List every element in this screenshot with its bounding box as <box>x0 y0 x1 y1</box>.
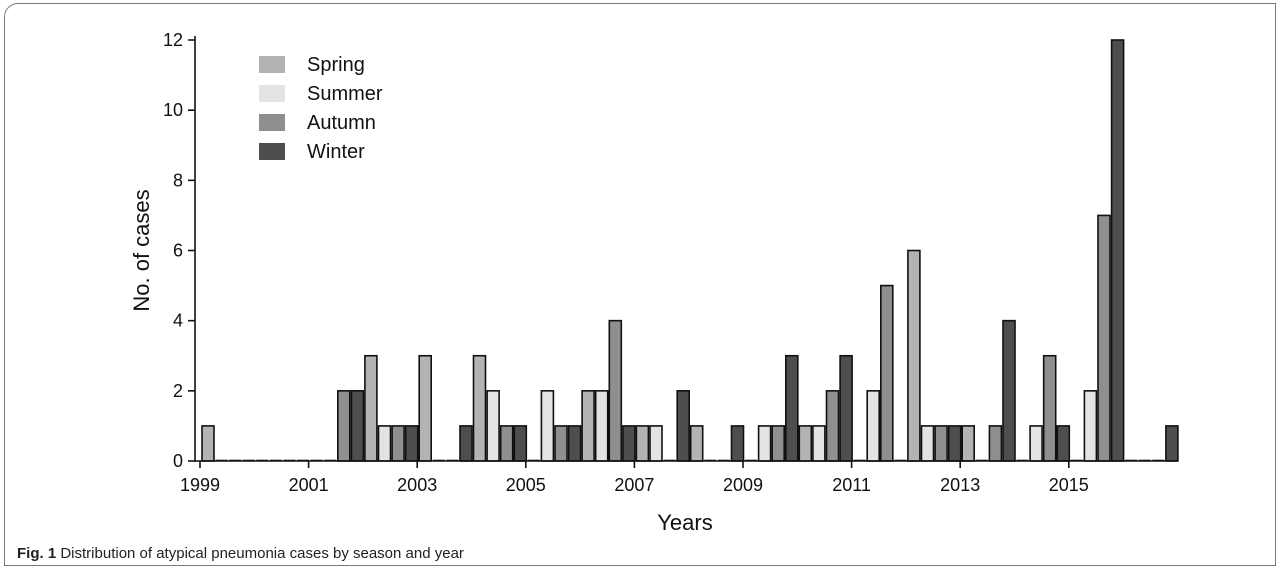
bar-autumn-2009 <box>771 425 786 462</box>
y-tick-label-6: 6 <box>173 241 183 261</box>
bar-spring-2012 <box>907 249 921 462</box>
bar-summer-2014 <box>1029 425 1043 462</box>
bar-spring-2007 <box>635 425 650 462</box>
bar-autumn-2015 <box>1097 214 1111 462</box>
x-axis-title: Years <box>657 510 712 535</box>
bar-winter-2002 <box>404 425 419 462</box>
bar-winter-2013 <box>1002 319 1016 462</box>
x-tick-label-2007: 2007 <box>614 475 654 495</box>
legend-swatch-autumn <box>259 114 285 131</box>
bar-autumn-2012 <box>934 425 948 462</box>
bar-summer-2011 <box>866 390 881 462</box>
x-tick-label-1999: 1999 <box>180 475 220 495</box>
figure-caption: Fig. 1 Distribution of atypical pneumoni… <box>17 545 464 562</box>
x-tick-label-2003: 2003 <box>397 475 437 495</box>
bar-winter-2010 <box>839 354 853 462</box>
bar-winter-2007 <box>676 390 691 462</box>
bar-summer-2007 <box>649 425 663 462</box>
x-tick-label-2013: 2013 <box>940 475 980 495</box>
y-tick-label-0: 0 <box>173 451 183 471</box>
bar-spring-2008 <box>689 425 704 462</box>
bar-chart: 0 2 4 6 8 10 12 1999 2001 2003 2005 2007 2009 2011 201… <box>129 30 1179 535</box>
caption-text: Distribution of atypical pneumonia cases… <box>60 545 464 562</box>
bar-summer-2005 <box>540 390 555 462</box>
bar-winter-2004 <box>513 425 528 462</box>
bar-autumn-2002 <box>391 425 405 462</box>
bar-autumn-2013 <box>988 425 1003 462</box>
legend-label-spring: Spring <box>307 54 365 76</box>
bar-summer-2010 <box>812 425 826 462</box>
bar-winter-2015 <box>1110 39 1125 462</box>
y-axis-title: No. of cases <box>129 189 154 311</box>
bar-spring-2002 <box>364 354 378 462</box>
x-tick-label-2015: 2015 <box>1049 475 1089 495</box>
bar-autumn-2010 <box>825 390 840 462</box>
bar-spring-2006 <box>581 390 595 462</box>
legend-label-winter: Winter <box>307 141 365 163</box>
y-tick-label-12: 12 <box>163 30 183 50</box>
bar-winter-2008 <box>730 425 745 462</box>
bar-autumn-2001 <box>336 390 351 462</box>
x-tick-label-2005: 2005 <box>506 475 546 495</box>
bar-spring-2010 <box>798 425 813 462</box>
bar-winter-2005 <box>567 425 582 462</box>
bar-winter-2016 <box>1165 425 1179 462</box>
legend-swatch-winter <box>259 143 285 160</box>
x-tick-label-2009: 2009 <box>723 475 763 495</box>
x-tick-label-2011: 2011 <box>832 475 871 495</box>
legend-label-autumn: Autumn <box>307 112 376 134</box>
bar-autumn-2006 <box>608 319 623 462</box>
bar-autumn-2005 <box>554 425 568 462</box>
y-tick-label-8: 8 <box>173 170 183 190</box>
bar-winter-2009 <box>784 354 799 462</box>
caption-label: Fig. 1 <box>17 545 57 562</box>
legend-label-summer: Summer <box>307 83 383 105</box>
bar-autumn-2004 <box>499 425 514 462</box>
bar-summer-2004 <box>486 390 500 462</box>
legend-swatch-summer <box>259 85 285 102</box>
bar-winter-2012 <box>947 425 962 462</box>
y-tick-label-10: 10 <box>163 100 183 120</box>
bar-autumn-2014 <box>1042 354 1057 462</box>
bar-winter-2003 <box>459 425 473 462</box>
bar-summer-2006 <box>594 390 609 462</box>
bar-spring-2003 <box>418 354 433 462</box>
bar-winter-2014 <box>1056 425 1071 462</box>
bar-summer-2015 <box>1083 390 1098 462</box>
figure-frame: 0 2 4 6 8 10 12 1999 2001 2003 2005 2007 2009 2011 201… <box>4 3 1276 566</box>
bar-spring-1999 <box>201 425 215 462</box>
bar-summer-2002 <box>377 425 392 462</box>
bar-spring-2013 <box>961 425 976 462</box>
legend-swatch-spring <box>259 56 285 73</box>
bar-winter-2001 <box>350 390 365 462</box>
bar-spring-2004 <box>472 354 487 462</box>
y-tick-label-2: 2 <box>173 381 183 401</box>
y-tick-label-4: 4 <box>173 311 183 331</box>
bar-summer-2012 <box>920 425 935 462</box>
bar-autumn-2011 <box>879 284 894 462</box>
x-tick-label-2001: 2001 <box>289 475 329 495</box>
bar-summer-2009 <box>757 425 772 462</box>
bar-winter-2006 <box>622 425 636 462</box>
